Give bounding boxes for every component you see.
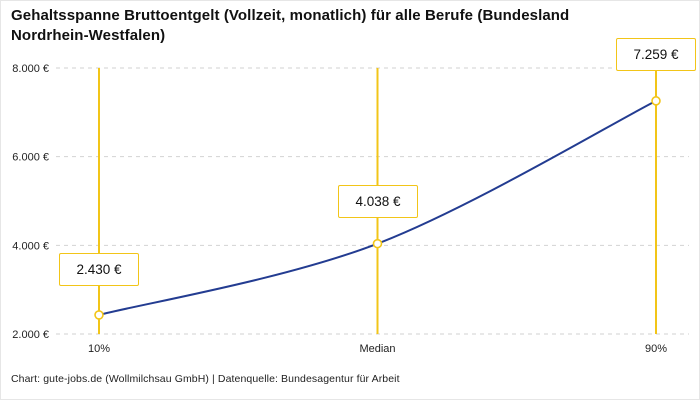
x-axis-tick-label: Median [359, 343, 395, 355]
annotation-median: 4.038 € [338, 185, 418, 218]
x-axis-tick-label: 90% [645, 343, 667, 355]
annotation-value: 2.430 € [76, 262, 122, 277]
y-axis-tick-label: 6.000 € [12, 152, 49, 164]
annotation-10th-percentile: 2.430 € [59, 253, 139, 286]
chart-title: Gehaltsspanne Bruttoentgelt (Vollzeit, m… [11, 7, 570, 45]
y-axis-tick-label: 2.000 € [12, 329, 49, 341]
y-axis-tick-label: 8.000 € [12, 63, 49, 75]
annotation-value: 7.259 € [633, 47, 679, 62]
y-axis-tick-label: 4.000 € [12, 240, 49, 252]
data-point-marker [94, 310, 104, 320]
annotation-90th-percentile: 7.259 € [616, 38, 696, 71]
chart-source-footer: Chart: gute-jobs.de (Wollmilchsau GmbH) … [11, 373, 400, 385]
annotation-value: 4.038 € [355, 194, 401, 209]
x-axis-tick-label: 10% [88, 343, 110, 355]
data-point-marker [651, 96, 661, 106]
data-point-marker [372, 238, 383, 249]
